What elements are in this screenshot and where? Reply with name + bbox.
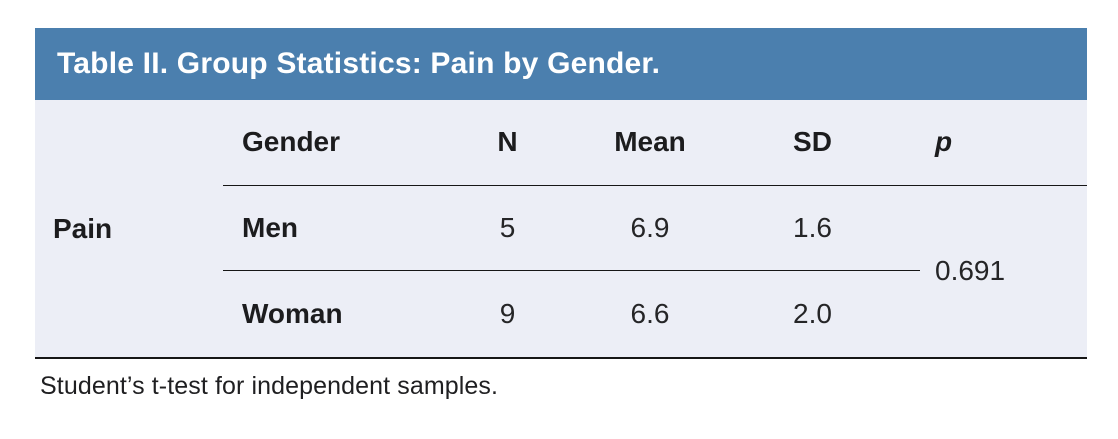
column-header-p: p [920,100,1087,186]
table-row-men: Men 5 6.9 1.6 0.691 [35,185,1087,286]
cell-men-gender: Men [223,185,455,271]
cell-men-n: 5 [455,185,560,271]
cell-men-mean: 6.9 [560,185,740,271]
column-header-sd: SD [740,100,920,186]
cell-woman-sd: 2.0 [793,297,832,329]
cell-men-sd: 1.6 [740,185,920,271]
column-header-mean: Mean [560,100,740,186]
table-footnote: Student’s t-test for independent samples… [40,372,499,400]
table-row-woman: Woman 9 6.6 2.0 [35,270,1087,357]
cell-woman-gender: Woman [242,297,343,329]
statistics-table-card: Table II. Group Statistics: Pain by Gend… [35,28,1087,359]
table-title: Table II. Group Statistics: Pain by Gend… [57,47,661,80]
row-group-label-pain: Pain [53,212,113,244]
cell-p-value: 0.691 [935,255,1006,287]
cell-woman-mean: 6.6 [630,297,670,329]
column-header-n: N [455,100,560,186]
table-title-bar: Table II. Group Statistics: Pain by Gend… [35,28,1087,100]
cell-woman-n: 9 [499,297,516,329]
header-row: Pain Gender N Mean SD p [35,100,1087,244]
column-header-gender: Gender [223,100,455,186]
group-statistics-table: Pain Gender N Mean SD p Men 5 6.9 1.6 0.… [35,100,1087,357]
